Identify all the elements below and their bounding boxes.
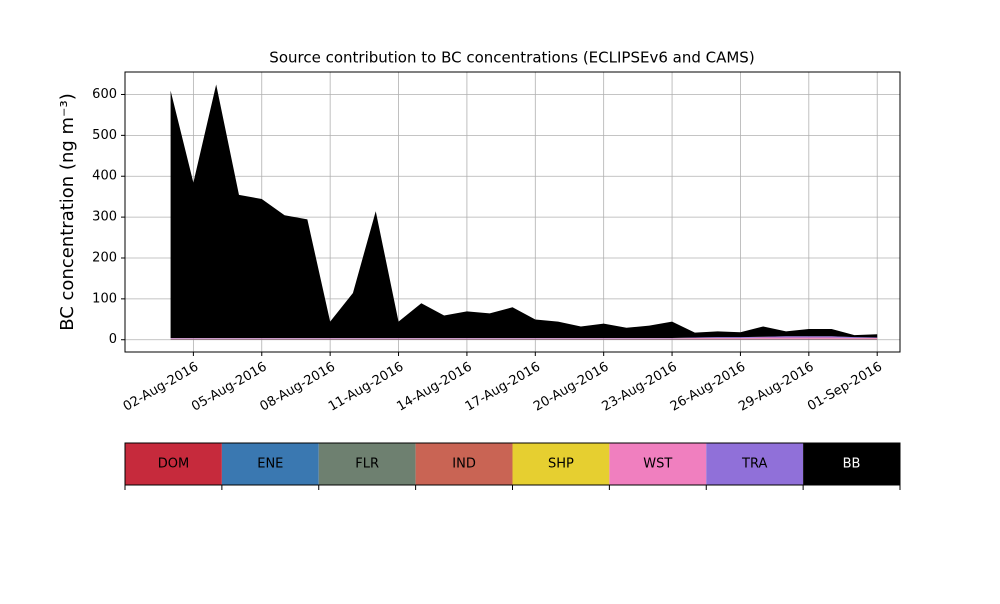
y-tick-label: 400 — [92, 169, 117, 184]
y-tick-label: 100 — [92, 291, 117, 306]
legend-label: SHP — [548, 457, 574, 472]
x-tick-label: 29-Aug-2016 — [736, 360, 816, 415]
x-tick-label: 17-Aug-2016 — [463, 360, 543, 415]
legend-label: BB — [843, 457, 861, 472]
legend-label: WST — [643, 457, 672, 472]
x-tick-label: 23-Aug-2016 — [599, 360, 679, 415]
legend-label: FLR — [355, 457, 379, 472]
y-tick-label: 0 — [109, 332, 117, 347]
x-tick-label: 26-Aug-2016 — [668, 360, 748, 415]
x-tick-label: 20-Aug-2016 — [531, 360, 611, 415]
x-tick-label: 05-Aug-2016 — [189, 360, 269, 415]
y-tick-label: 200 — [92, 250, 117, 265]
area — [171, 85, 878, 338]
y-tick-label: 500 — [92, 128, 117, 143]
x-tick-label: 14-Aug-2016 — [394, 360, 474, 415]
y-tick-label: 300 — [92, 210, 117, 225]
y-axis-label: BC concentration (ng m⁻³) — [57, 93, 78, 331]
y-tick-label: 600 — [92, 87, 117, 102]
legend-label: IND — [452, 457, 476, 472]
legend-label: TRA — [741, 457, 767, 472]
legend-label: ENE — [257, 457, 283, 472]
x-tick-label: 08-Aug-2016 — [258, 360, 338, 415]
chart-title: Source contribution to BC concentrations… — [269, 49, 754, 67]
x-tick-label: 02-Aug-2016 — [121, 360, 201, 415]
x-tick-label: 11-Aug-2016 — [326, 360, 406, 415]
x-tick-label: 01-Sep-2016 — [805, 360, 885, 415]
legend-label: DOM — [158, 457, 189, 472]
